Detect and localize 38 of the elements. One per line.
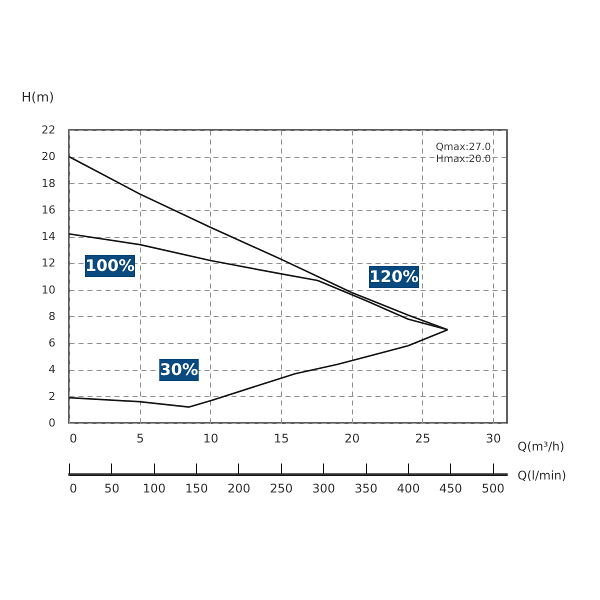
y-tick-label: 20 [42, 150, 56, 164]
y-tick-label: 10 [42, 283, 56, 296]
annotation: Hmax:20.0 [436, 154, 491, 165]
x-tick-label: 25 [415, 432, 430, 446]
y-tick-label: 8 [48, 310, 56, 323]
annotation: Qmax:27.0 [436, 142, 491, 153]
y-tick-label: 22 [42, 124, 56, 136]
series-label: 120% [369, 267, 419, 286]
y-tick-label: 2 [48, 390, 56, 403]
x2-tick-label: 450 [439, 482, 462, 496]
y-tick-label: 0 [48, 416, 56, 430]
x2-tick-label: 500 [482, 482, 505, 496]
x2-tick-label: 300 [312, 482, 336, 496]
y-tick-label: 14 [42, 230, 56, 244]
x2-tick-label: 200 [227, 482, 250, 496]
y-tick-label: 6 [48, 336, 56, 350]
x2-tick-label: 0 [70, 482, 78, 496]
y-tick-label: 18 [42, 176, 56, 190]
x-tick-label: 0 [70, 432, 78, 446]
x2-tick-label: 50 [104, 482, 120, 496]
y-tick-label: 16 [42, 203, 56, 216]
y-tick-label: 12 [42, 256, 56, 270]
series-label: 100% [85, 256, 135, 275]
x-tick-label: 10 [203, 432, 218, 446]
x2-tick-label: 400 [396, 482, 420, 496]
x-tick-label: 15 [274, 432, 290, 446]
x-tick-label: 20 [344, 432, 360, 446]
x2-tick-label: 150 [185, 482, 208, 496]
x2-tick-label: 250 [270, 482, 293, 496]
x-tick-label: 5 [136, 432, 144, 446]
x-tick-label: 30 [486, 432, 502, 446]
y-axis-title: H(m) [22, 90, 54, 106]
x2-tick-label: 350 [354, 482, 378, 496]
x-axis-title: Q(m³/h) [518, 440, 564, 454]
x2-tick-label: 100 [142, 482, 166, 496]
series-label: 30% [160, 360, 198, 379]
x2-axis-title: Q(l/min) [518, 468, 566, 482]
y-tick-label: 4 [48, 363, 56, 376]
